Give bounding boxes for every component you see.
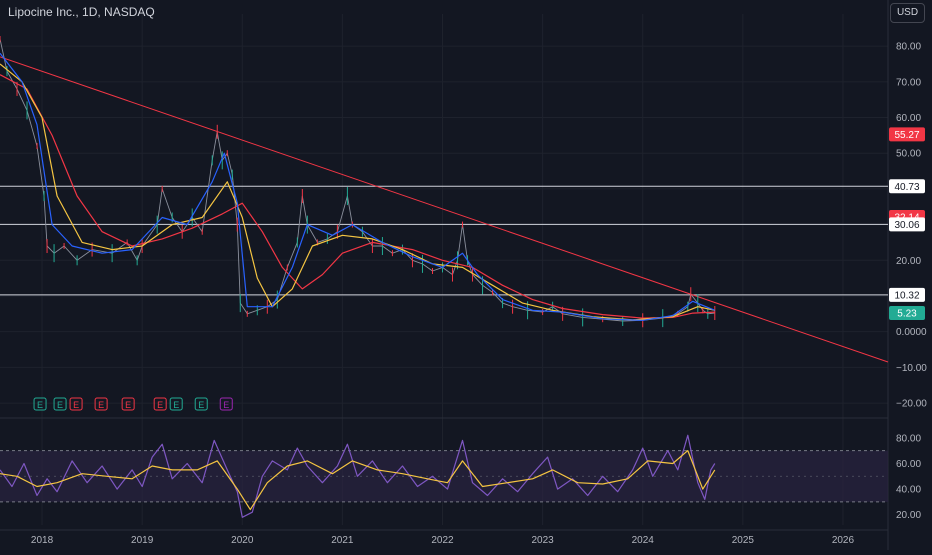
moving-average-slow — [0, 74, 715, 319]
symbol-title: Lipocine Inc., 1D, NASDAQ — [8, 5, 155, 19]
earnings-marker[interactable] — [169, 397, 183, 411]
earnings-marker[interactable] — [33, 397, 47, 411]
price-label-badge — [889, 287, 925, 302]
earnings-marker-label: E — [73, 400, 79, 410]
y-tick-label: 60.00 — [896, 113, 921, 124]
earnings-marker[interactable] — [121, 397, 135, 411]
x-tick-label: 2019 — [131, 535, 154, 546]
earnings-marker[interactable] — [69, 397, 83, 411]
x-tick-label: 2023 — [531, 535, 554, 546]
y-tick-label: −10.00 — [896, 363, 927, 374]
earnings-marker-label: E — [98, 400, 104, 410]
x-tick-label: 2022 — [431, 535, 454, 546]
rsi-ma-line — [0, 450, 716, 511]
earnings-marker-label: E — [198, 400, 204, 410]
rsi-y-tick-label: 40.00 — [896, 485, 921, 496]
earnings-marker[interactable] — [94, 397, 108, 411]
rsi-y-tick-label: 60.00 — [896, 459, 921, 470]
price-label-text: 30.06 — [894, 220, 919, 231]
x-tick-label: 2025 — [732, 535, 755, 546]
rsi-y-tick-label: 20.00 — [896, 510, 921, 521]
trend-line[interactable] — [0, 56, 889, 363]
rsi-line — [0, 434, 716, 518]
price-label-badge — [889, 179, 925, 194]
x-tick-label: 2021 — [331, 535, 354, 546]
y-tick-label: 0.0000 — [896, 327, 927, 338]
x-tick-label: 2026 — [832, 535, 855, 546]
earnings-marker-label: E — [223, 400, 229, 410]
price-label-text: 10.32 — [894, 290, 919, 301]
earnings-marker[interactable] — [194, 397, 208, 411]
moving-average-fast — [0, 52, 716, 321]
price-label-badge — [889, 217, 925, 232]
y-tick-label: 20.00 — [896, 256, 921, 267]
price-label-badge — [889, 306, 925, 321]
price-label-text: 55.27 — [894, 130, 919, 141]
x-tick-label: 2018 — [31, 535, 54, 546]
price-label-text: 40.73 — [894, 182, 919, 193]
earnings-marker[interactable] — [219, 397, 233, 411]
earnings-marker-label: E — [57, 400, 63, 410]
y-tick-label: 80.00 — [896, 42, 921, 53]
currency-button[interactable]: USD — [890, 3, 925, 23]
earnings-marker-label: E — [37, 400, 43, 410]
earnings-marker-label: E — [173, 400, 179, 410]
price-label-badge — [889, 127, 925, 142]
y-tick-label: 50.00 — [896, 149, 921, 160]
earnings-marker[interactable] — [53, 397, 67, 411]
earnings-marker-label: E — [157, 400, 163, 410]
y-tick-label: 70.00 — [896, 77, 921, 88]
earnings-marker-label: E — [125, 400, 131, 410]
x-tick-label: 2024 — [632, 535, 655, 546]
price-label-text: 5.23 — [897, 309, 917, 320]
x-tick-label: 2020 — [231, 535, 254, 546]
y-tick-label: −20.00 — [896, 399, 927, 410]
rsi-y-tick-label: 80.00 — [896, 433, 921, 444]
earnings-marker[interactable] — [153, 397, 167, 411]
